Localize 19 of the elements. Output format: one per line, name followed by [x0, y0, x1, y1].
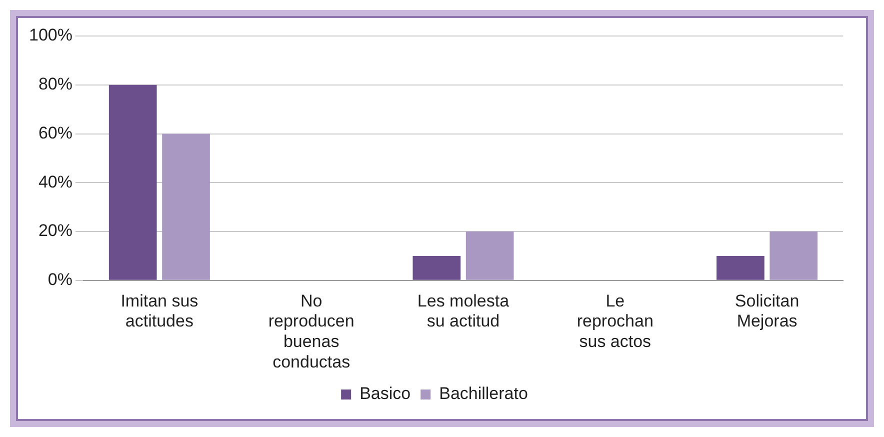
y-tick-label: 100% [28, 26, 72, 45]
y-tick-label: 20% [38, 221, 72, 240]
y-tick-label: 60% [38, 123, 72, 142]
bar [108, 84, 157, 280]
y-tick-label: 0% [48, 270, 72, 290]
x-tick-label: Les molesta su actitud [417, 291, 510, 331]
x-tick-label: Imitan sus actitudes [120, 291, 198, 331]
bar [466, 232, 514, 280]
y-tick-label: 40% [38, 172, 72, 192]
x-tick-label: No reproducen buenas conductas [268, 291, 354, 372]
bar [716, 256, 764, 280]
bar [770, 232, 818, 280]
legend-label: Bachillerato [439, 384, 528, 404]
legend-label: Basico [360, 384, 411, 404]
x-tick-label: Solicitan Mejoras [734, 291, 800, 331]
bar [412, 256, 461, 280]
bar [162, 134, 210, 280]
x-tick-label: Le reprochan sus actos [576, 291, 654, 352]
y-tick-label: 80% [38, 74, 72, 94]
